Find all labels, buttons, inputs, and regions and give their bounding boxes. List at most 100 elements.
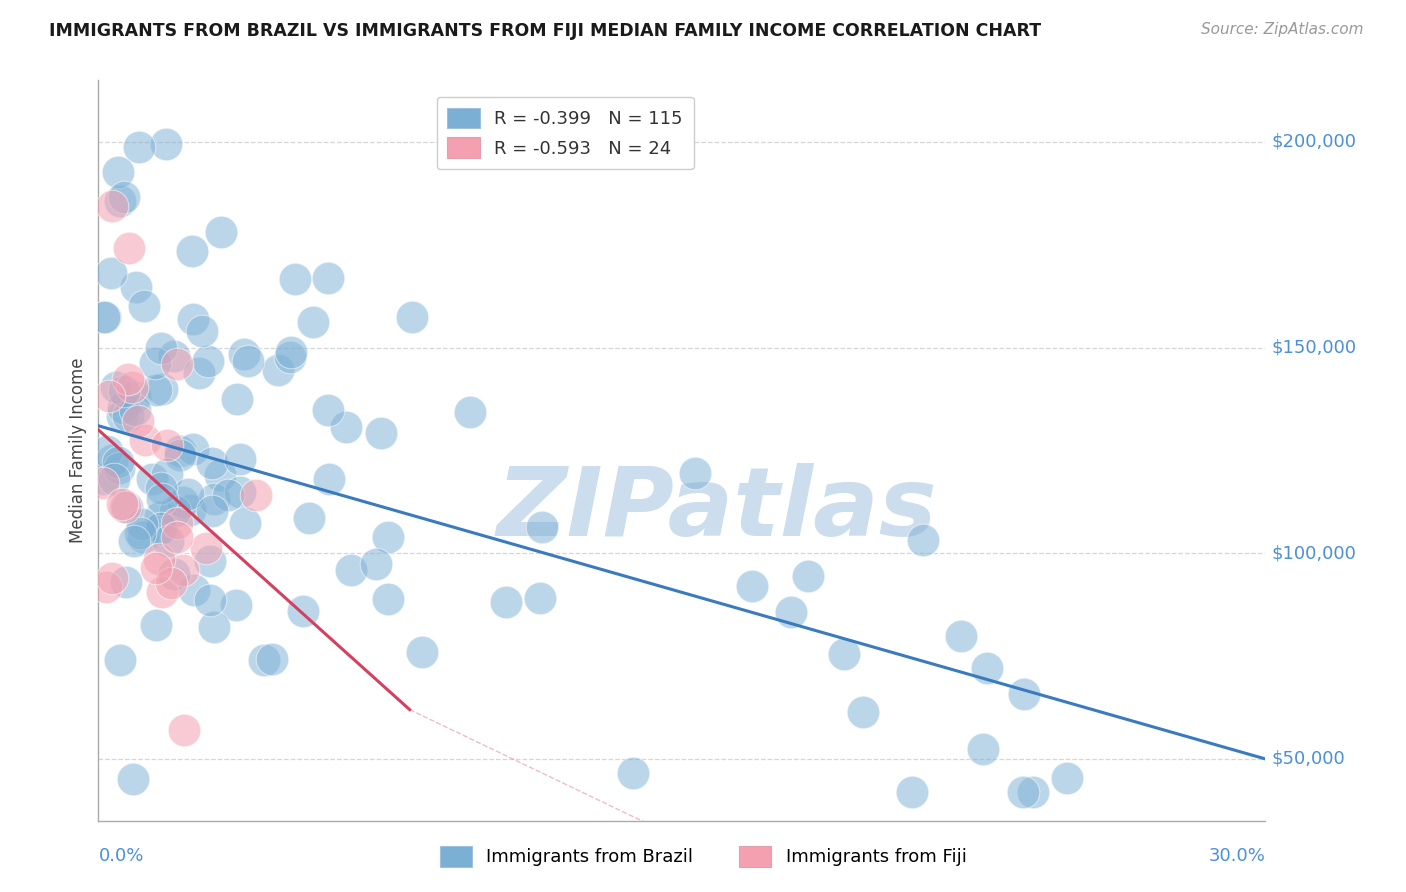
Point xyxy=(183,583,205,598)
Point xyxy=(156,467,179,482)
Point xyxy=(105,380,128,394)
Point xyxy=(302,315,325,329)
Point xyxy=(316,402,339,417)
Point xyxy=(91,473,114,487)
Point xyxy=(370,425,392,440)
Text: $200,000: $200,000 xyxy=(1271,133,1357,151)
Point xyxy=(741,578,763,592)
Point xyxy=(166,357,188,371)
Point xyxy=(94,581,117,595)
Point xyxy=(529,591,551,606)
Point xyxy=(107,455,129,469)
Point xyxy=(145,561,167,575)
Point xyxy=(198,592,221,607)
Point xyxy=(291,604,314,618)
Point xyxy=(124,533,146,548)
Point xyxy=(93,310,115,325)
Point xyxy=(225,599,247,613)
Point xyxy=(181,312,204,326)
Point xyxy=(149,510,172,524)
Point xyxy=(209,225,232,239)
Point xyxy=(316,270,339,285)
Point xyxy=(108,194,131,209)
Point xyxy=(166,516,188,530)
Point xyxy=(226,392,249,407)
Point xyxy=(155,438,177,452)
Point xyxy=(318,472,340,486)
Point xyxy=(128,525,150,540)
Point xyxy=(149,521,172,535)
Point xyxy=(530,520,553,534)
Point xyxy=(165,504,187,518)
Text: $50,000: $50,000 xyxy=(1271,750,1346,768)
Point xyxy=(112,401,135,416)
Point xyxy=(195,541,218,555)
Point xyxy=(91,475,114,490)
Point xyxy=(114,500,136,515)
Point xyxy=(112,384,135,398)
Point xyxy=(132,530,155,544)
Point xyxy=(233,516,256,531)
Text: 0.0%: 0.0% xyxy=(98,847,143,864)
Point xyxy=(201,456,224,470)
Point xyxy=(111,497,134,511)
Point xyxy=(156,534,179,549)
Point xyxy=(260,651,283,665)
Point xyxy=(181,244,204,258)
Point xyxy=(173,723,195,738)
Point xyxy=(209,467,232,482)
Point xyxy=(335,420,357,434)
Text: $100,000: $100,000 xyxy=(1271,544,1357,562)
Point xyxy=(202,620,225,634)
Point xyxy=(150,492,173,507)
Legend: Immigrants from Brazil, Immigrants from Fiji: Immigrants from Brazil, Immigrants from … xyxy=(432,838,974,874)
Point xyxy=(851,705,873,719)
Point xyxy=(149,481,172,495)
Point xyxy=(169,448,191,462)
Point xyxy=(143,356,166,370)
Point xyxy=(134,434,156,448)
Point xyxy=(155,137,177,152)
Point xyxy=(284,271,307,285)
Point xyxy=(111,409,134,423)
Point xyxy=(115,500,138,515)
Point xyxy=(901,785,924,799)
Point xyxy=(132,299,155,313)
Point xyxy=(166,530,188,544)
Point xyxy=(117,409,139,423)
Point xyxy=(121,772,143,786)
Point xyxy=(159,576,181,591)
Point xyxy=(797,568,820,582)
Point xyxy=(148,551,170,566)
Point xyxy=(280,345,302,359)
Point xyxy=(202,492,225,507)
Point xyxy=(1014,687,1036,701)
Point xyxy=(779,605,801,619)
Point xyxy=(191,324,214,338)
Point xyxy=(141,472,163,486)
Point xyxy=(150,585,173,599)
Point xyxy=(118,241,141,255)
Point xyxy=(115,575,138,590)
Point xyxy=(950,629,973,643)
Point xyxy=(1022,785,1045,799)
Point xyxy=(188,366,211,380)
Point xyxy=(100,266,122,280)
Point xyxy=(200,554,222,568)
Point xyxy=(177,487,200,501)
Point xyxy=(912,533,935,548)
Point xyxy=(972,742,994,756)
Point xyxy=(150,341,173,355)
Point xyxy=(366,557,388,571)
Text: 30.0%: 30.0% xyxy=(1209,847,1265,864)
Point xyxy=(172,495,194,509)
Point xyxy=(169,444,191,458)
Point xyxy=(181,442,204,457)
Point xyxy=(1056,772,1078,786)
Point xyxy=(377,530,399,544)
Point xyxy=(238,354,260,368)
Point xyxy=(197,354,219,368)
Point xyxy=(267,363,290,377)
Point xyxy=(108,461,131,475)
Point xyxy=(200,504,222,518)
